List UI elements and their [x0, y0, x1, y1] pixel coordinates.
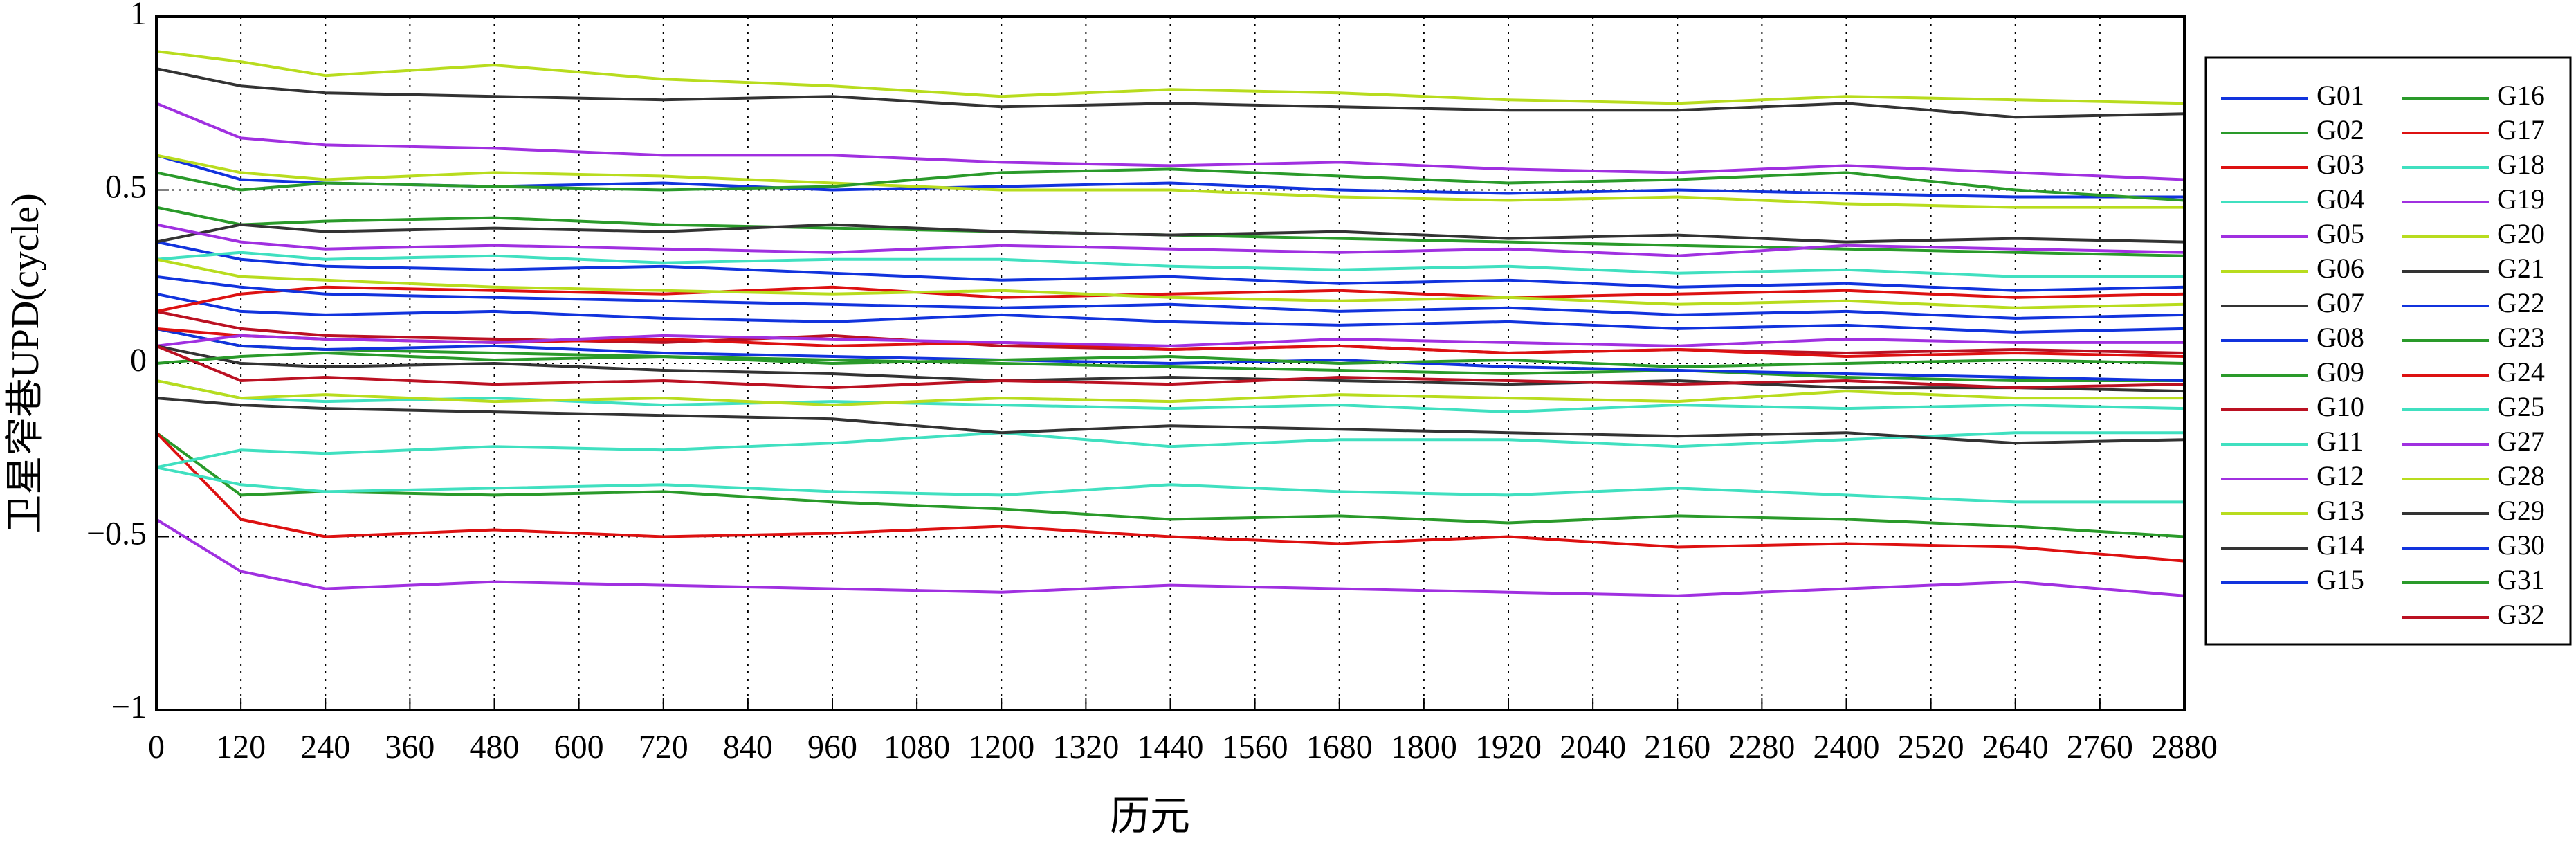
series-line	[156, 257, 2185, 309]
series-line	[155, 431, 2185, 563]
x-tick-label: 600	[554, 729, 604, 765]
y-tick-label: −1	[111, 689, 147, 725]
x-tick-label: 120	[216, 729, 266, 765]
legend-label: G15	[2317, 564, 2364, 595]
series-line	[156, 379, 2185, 414]
x-tick-label: 1440	[1138, 729, 1204, 765]
series-line	[155, 518, 2185, 597]
series-line	[156, 334, 2184, 347]
series-line	[156, 285, 2185, 313]
legend: G01G02G03G04G05G06G07G08G09G10G11G12G13G…	[2204, 56, 2572, 646]
x-tick-label: 1800	[1391, 729, 1457, 765]
legend-box	[2204, 56, 2572, 646]
x-tick-label: 1200	[968, 729, 1034, 765]
x-tick-label: 240	[300, 729, 350, 765]
series-line	[156, 50, 2185, 105]
x-tick-label: 1680	[1306, 729, 1373, 765]
legend-label: G24	[2497, 356, 2545, 388]
series-line	[156, 102, 2185, 181]
legend-label: G21	[2497, 253, 2545, 284]
series-line	[156, 223, 2185, 257]
x-tick-label: 360	[385, 729, 435, 765]
x-tick-label: 1560	[1222, 729, 1288, 765]
series-line	[156, 167, 2185, 202]
legend-label: G09	[2317, 356, 2364, 388]
legend-label: G11	[2317, 426, 2363, 457]
legend-label: G22	[2497, 287, 2545, 318]
legend-label: G20	[2497, 218, 2545, 249]
x-tick-label: 960	[807, 729, 857, 765]
legend-label: G32	[2497, 599, 2545, 630]
x-axis-label: 历元	[1110, 793, 1190, 838]
legend-label: G02	[2317, 114, 2364, 145]
legend-label: G27	[2497, 426, 2545, 457]
series-line	[156, 379, 2184, 407]
legend-label: G06	[2317, 253, 2364, 284]
series-line	[156, 345, 2185, 390]
series-line	[156, 431, 2184, 469]
x-tick-label: 0	[148, 729, 165, 765]
series-line	[156, 397, 2185, 445]
series-line	[156, 154, 2184, 209]
y-tick-label: 0	[130, 342, 147, 379]
x-tick-label: 2160	[1644, 729, 1710, 765]
legend-label: G04	[2317, 183, 2364, 215]
series-line	[156, 466, 2184, 504]
legend-label: G14	[2317, 529, 2364, 561]
y-tick-label: 0.5	[105, 169, 147, 206]
legend-label: G07	[2317, 287, 2364, 318]
x-tick-label: 480	[470, 729, 520, 765]
legend-label: G03	[2317, 149, 2364, 180]
legend-label: G01	[2317, 80, 2364, 111]
y-tick-label: −0.5	[86, 516, 147, 552]
legend-label: G10	[2317, 391, 2364, 422]
x-tick-label: 1320	[1052, 729, 1119, 765]
plot-frame	[155, 15, 2186, 711]
x-tick-label: 2640	[1982, 729, 2049, 765]
legend-label: G08	[2317, 322, 2364, 353]
legend-label: G25	[2497, 391, 2545, 422]
series-line	[156, 275, 2185, 320]
legend-label: G17	[2497, 114, 2545, 145]
legend-label: G28	[2497, 460, 2545, 491]
x-tick-label: 2400	[1814, 729, 1880, 765]
x-tick-label: 2280	[1728, 729, 1795, 765]
y-tick-label: 1	[130, 0, 147, 32]
x-tick-label: 2880	[2151, 729, 2218, 765]
series-line	[156, 251, 2184, 278]
series-line	[156, 309, 2185, 354]
series-line	[156, 292, 2185, 334]
x-tick-label: 2760	[2067, 729, 2133, 765]
x-tick-label: 2040	[1560, 729, 1626, 765]
x-tick-label: 1080	[884, 729, 950, 765]
legend-label: G23	[2497, 322, 2545, 353]
legend-label: G18	[2497, 149, 2545, 180]
series-line	[156, 240, 2185, 292]
legend-label: G31	[2497, 564, 2545, 595]
legend-label: G16	[2497, 80, 2545, 111]
legend-label: G12	[2317, 460, 2364, 491]
series-line	[156, 67, 2185, 119]
legend-label: G29	[2497, 495, 2545, 526]
x-tick-label: 720	[639, 729, 688, 765]
series-line	[156, 327, 2185, 382]
legend-label: G05	[2317, 218, 2364, 249]
series-line	[156, 223, 2185, 244]
legend-label: G19	[2497, 183, 2545, 215]
legend-label: G30	[2497, 529, 2545, 561]
y-axis-label: 卫星窄巷UPD(cycle)	[4, 193, 47, 533]
series-line	[156, 344, 2185, 393]
x-tick-label: 840	[723, 729, 773, 765]
x-tick-label: 1920	[1475, 729, 1542, 765]
x-tick-label: 2520	[1898, 729, 1964, 765]
series-line	[156, 352, 2185, 368]
legend-label: G13	[2317, 495, 2364, 526]
